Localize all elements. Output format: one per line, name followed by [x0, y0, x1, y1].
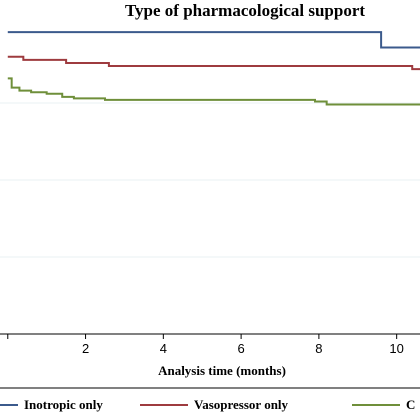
- series-lines: [7, 31, 420, 106]
- gridlines: [0, 102, 420, 258]
- x-tick-label-1: 4: [160, 341, 167, 356]
- x-axis-label: Analysis time (months): [158, 363, 286, 378]
- chart-title: Type of pharmacological support: [125, 1, 365, 20]
- x-axis-ticks: 2 4 6 8 10: [7, 334, 404, 356]
- x-tick-label-0: 2: [82, 341, 89, 356]
- legend-entries: Inotropic only Vasopressor only C: [0, 397, 415, 412]
- legend-label-2: C: [406, 397, 415, 412]
- series-line-1: [7, 55, 420, 71]
- x-tick-label-4: 10: [389, 341, 403, 356]
- x-tick-label-3: 8: [315, 341, 322, 356]
- legend: [0, 387, 420, 389]
- series-line-2: [7, 77, 420, 106]
- legend-label-1: Vasopressor only: [194, 397, 289, 412]
- legend-label-0: Inotropic only: [24, 397, 103, 412]
- x-tick-label-2: 6: [237, 341, 244, 356]
- series-line-0: [7, 31, 420, 49]
